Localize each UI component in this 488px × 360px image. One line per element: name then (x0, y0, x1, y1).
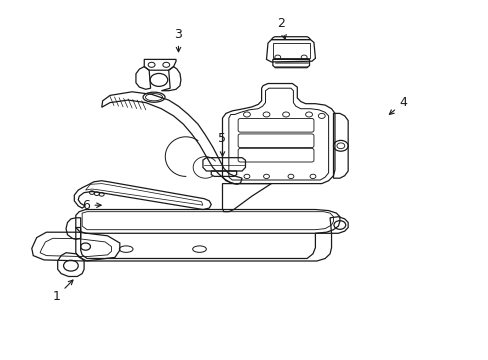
Text: 1: 1 (52, 280, 73, 303)
Text: 6: 6 (81, 199, 101, 212)
Text: 5: 5 (218, 132, 226, 156)
Text: 3: 3 (174, 28, 182, 52)
Text: 2: 2 (277, 17, 285, 39)
Text: 4: 4 (388, 96, 407, 114)
